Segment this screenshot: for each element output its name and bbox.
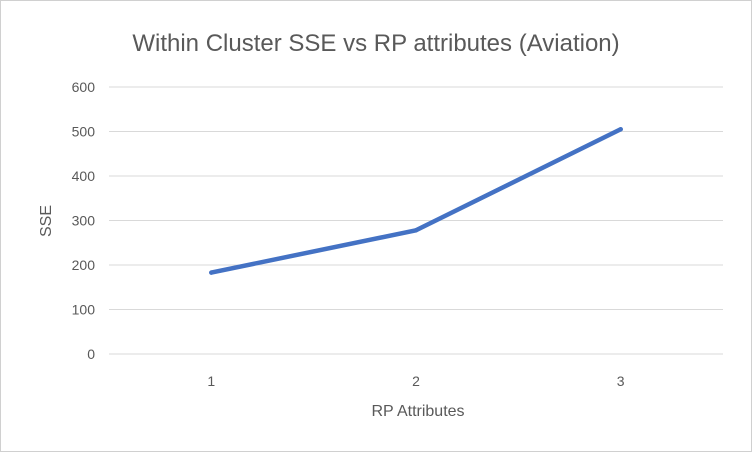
x-tick-label: 1 <box>207 373 215 389</box>
x-tick-label: 3 <box>617 373 625 389</box>
y-tick-label: 300 <box>72 213 96 229</box>
y-axis-label: SSE <box>38 205 55 237</box>
y-tick-label: 100 <box>72 302 96 318</box>
chart-title: Within Cluster SSE vs RP attributes (Avi… <box>132 30 619 57</box>
y-tick-label: 400 <box>72 168 96 184</box>
x-axis-label: RP Attributes <box>371 403 464 420</box>
series-line <box>209 127 623 275</box>
y-axis-ticks: 0 100 200 300 400 500 600 <box>72 79 96 362</box>
data-point <box>413 228 419 233</box>
y-tick-label: 0 <box>87 346 95 362</box>
gridlines <box>109 86 723 355</box>
x-tick-label: 2 <box>412 373 420 389</box>
series-layer <box>209 127 623 275</box>
y-tick-label: 600 <box>72 79 96 95</box>
data-point <box>209 270 214 275</box>
y-tick-label: 500 <box>72 124 96 140</box>
y-tick-label: 200 <box>72 257 96 273</box>
x-axis-ticks: 1 2 3 <box>207 373 624 389</box>
data-point <box>618 127 623 132</box>
